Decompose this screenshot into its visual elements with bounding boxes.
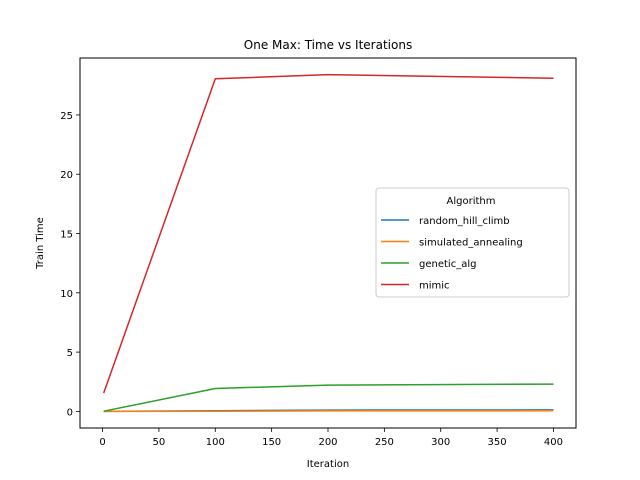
y-tick-label: 10 xyxy=(60,289,73,300)
x-axis: 0 50 100 150 200 250 300 350 400 xyxy=(99,428,563,448)
y-axis: 0 5 10 15 20 25 xyxy=(60,111,80,418)
x-axis-label: Iteration xyxy=(307,459,349,470)
legend-title: Algorithm xyxy=(447,196,496,207)
legend-label-simulated_annealing: simulated_annealing xyxy=(419,238,523,249)
legend-label-random_hill_climb: random_hill_climb xyxy=(419,216,510,227)
y-tick-label: 20 xyxy=(60,170,73,181)
legend: Algorithm random_hill_climb simulated_ann… xyxy=(375,187,570,298)
series-line-simulated_annealing xyxy=(103,410,554,413)
x-tick-label: 0 xyxy=(99,437,105,448)
legend-box xyxy=(375,187,570,298)
x-tick-label: 50 xyxy=(153,437,166,448)
x-tick-label: 250 xyxy=(375,437,394,448)
y-tick-label: 0 xyxy=(67,407,73,418)
x-tick-label: 200 xyxy=(318,437,337,448)
plot-frame xyxy=(79,57,577,429)
series-line-genetic_alg xyxy=(103,383,554,412)
y-tick-label: 5 xyxy=(67,348,73,359)
y-tick-label: 25 xyxy=(60,111,73,122)
series-layer xyxy=(102,73,554,413)
legend-entries: random_hill_climb simulated_annealinggene… xyxy=(381,216,523,292)
legend-label-mimic: mimic xyxy=(419,281,450,292)
x-tick-label: 400 xyxy=(544,437,563,448)
x-tick-label: 300 xyxy=(431,437,450,448)
series-line-mimic xyxy=(102,73,554,394)
chart-title: One Max: Time vs Iterations xyxy=(244,38,412,52)
x-tick-label: 350 xyxy=(488,437,507,448)
legend-label-genetic_alg: genetic_alg xyxy=(419,259,476,270)
y-tick-label: 15 xyxy=(60,230,73,241)
x-tick-label: 150 xyxy=(262,437,281,448)
y-axis-label: Train Time xyxy=(35,217,46,270)
x-tick-label: 100 xyxy=(206,437,225,448)
